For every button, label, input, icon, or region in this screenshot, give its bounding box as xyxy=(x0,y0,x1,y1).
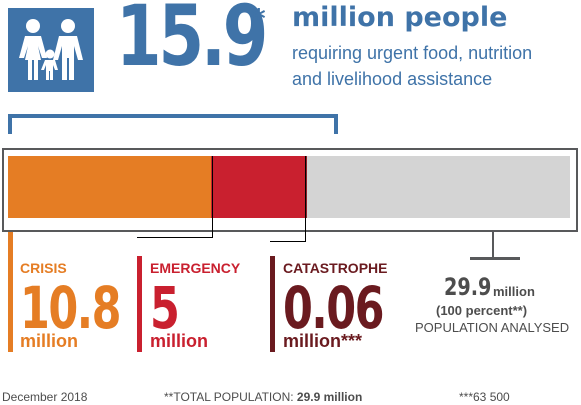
leader-catastrophe-horizontal xyxy=(270,241,306,242)
crisis-label: CRISIS xyxy=(20,260,67,276)
emergency-bar-segment xyxy=(210,156,305,218)
leader-crisis-vertical xyxy=(212,156,213,238)
bar-frame xyxy=(2,148,578,232)
bracket-tick-right xyxy=(334,114,338,134)
footer-total-value: 29.9 million xyxy=(296,390,363,404)
headline: million people xyxy=(292,2,508,33)
catastrophe-label: CATASTROPHE xyxy=(283,260,388,276)
crisis-line xyxy=(8,232,13,352)
subline-1: requiring urgent food, nutrition xyxy=(292,43,533,63)
bracket-bar xyxy=(8,114,338,118)
population-unit: million xyxy=(493,284,535,299)
crisis-unit: million xyxy=(20,331,78,351)
people-in-need-number: 15.9 xyxy=(116,0,268,85)
family-icon-box xyxy=(8,8,94,92)
population-label: POPULATION ANALYSED xyxy=(415,320,570,335)
leader-emergency-vertical xyxy=(305,156,306,242)
bracket-tick-left xyxy=(8,114,12,134)
emergency-value: 5 xyxy=(150,274,180,342)
people-in-need-asterisk: * xyxy=(252,4,266,34)
population-connector-horizontal xyxy=(470,257,520,260)
population-connector-vertical xyxy=(492,232,494,258)
crisis-value: 10.8 xyxy=(20,274,121,342)
footer-date: December 2018 xyxy=(2,390,88,404)
footer-note: ***63 500 xyxy=(459,390,510,404)
subline-2: and livelihood assistance xyxy=(292,69,493,89)
crisis-bar-segment xyxy=(8,156,211,218)
footer-total: **TOTAL POPULATION: 29.9 million xyxy=(164,390,362,404)
catastrophe-value: 0.06 xyxy=(283,274,384,342)
footer-total-prefix: **TOTAL POPULATION: xyxy=(164,390,297,404)
emergency-line xyxy=(137,256,142,352)
family-icon xyxy=(19,19,83,80)
population-value: 29.9 xyxy=(444,273,492,301)
catastrophe-unit: million*** xyxy=(283,331,363,351)
catastrophe-line xyxy=(270,256,275,352)
leader-emergency-horizontal xyxy=(137,237,213,238)
emergency-unit: million xyxy=(150,331,208,351)
emergency-label: EMERGENCY xyxy=(150,260,241,276)
population-percent: (100 percent**) xyxy=(436,303,528,318)
remainder-bar-segment xyxy=(306,156,570,218)
